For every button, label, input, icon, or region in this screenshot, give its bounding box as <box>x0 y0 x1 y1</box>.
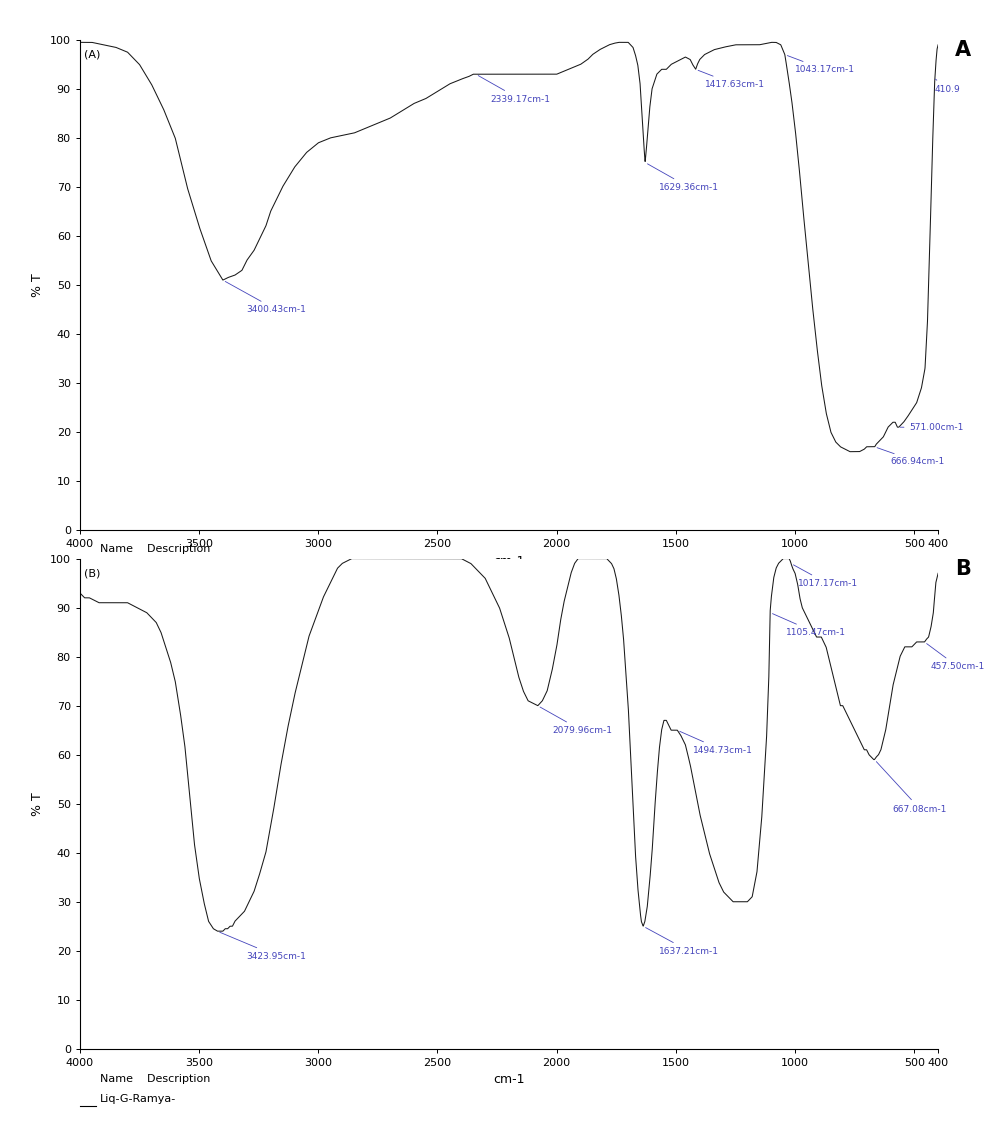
Text: A: A <box>955 40 971 60</box>
Text: 1417.63cm-1: 1417.63cm-1 <box>698 71 764 89</box>
Text: 3423.95cm-1: 3423.95cm-1 <box>220 933 306 961</box>
X-axis label: cm-1: cm-1 <box>493 1074 525 1086</box>
Text: 1043.17cm-1: 1043.17cm-1 <box>787 56 855 74</box>
Text: 1629.36cm-1: 1629.36cm-1 <box>648 164 720 192</box>
Text: 667.08cm-1: 667.08cm-1 <box>876 762 947 814</box>
Text: 457.50cm-1: 457.50cm-1 <box>927 644 985 671</box>
Text: Liq-G-Ramya-: Liq-G-Ramya- <box>100 1094 176 1105</box>
Y-axis label: % T: % T <box>31 792 44 815</box>
Text: (A): (A) <box>84 50 101 59</box>
Text: 2339.17cm-1: 2339.17cm-1 <box>478 75 550 104</box>
Y-axis label: % T: % T <box>31 274 44 296</box>
Text: 1017.17cm-1: 1017.17cm-1 <box>793 564 857 588</box>
Text: 1494.73cm-1: 1494.73cm-1 <box>680 731 752 755</box>
Text: B: B <box>955 559 971 579</box>
Text: 3400.43cm-1: 3400.43cm-1 <box>226 282 306 315</box>
Text: Name    Description: Name Description <box>100 1074 211 1084</box>
Text: 2079.96cm-1: 2079.96cm-1 <box>540 707 612 735</box>
X-axis label: cm-1: cm-1 <box>493 555 525 568</box>
Text: 1105.47cm-1: 1105.47cm-1 <box>772 613 845 637</box>
Text: Name    Description: Name Description <box>100 544 211 554</box>
Text: 571.00cm-1: 571.00cm-1 <box>900 423 964 432</box>
Text: (B): (B) <box>84 569 101 578</box>
Text: 666.94cm-1: 666.94cm-1 <box>877 448 945 466</box>
Text: 1637.21cm-1: 1637.21cm-1 <box>646 928 720 955</box>
Text: 410.9: 410.9 <box>934 79 960 93</box>
